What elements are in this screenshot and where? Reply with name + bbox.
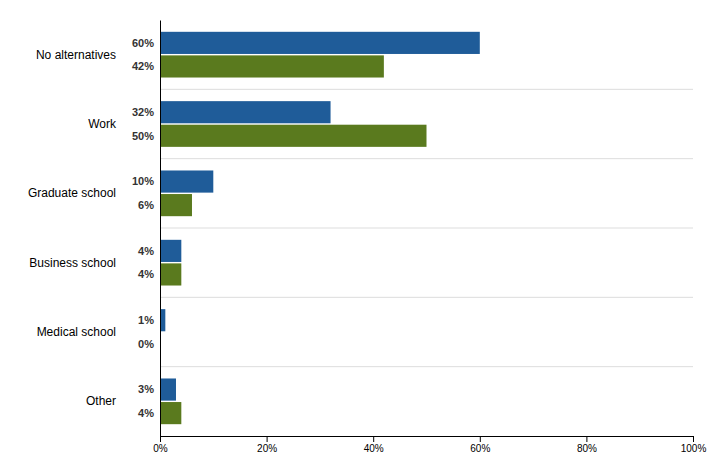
y-axis: No alternatives Work Graduate school Busine… xyxy=(28,21,161,437)
x-tick-label: 100% xyxy=(681,443,707,454)
y-tick-label: Graduate school xyxy=(28,186,116,200)
data-labels: 60% 32% 10% 4% 1% 3% 42% 50% 6% 4% 0% 4% xyxy=(132,37,154,419)
x-tick: 80% xyxy=(577,436,597,454)
y-tick-label: No alternatives xyxy=(36,48,116,62)
bar xyxy=(160,194,192,216)
group-divider xyxy=(160,158,693,159)
y-tick-label: Work xyxy=(88,117,117,131)
bar xyxy=(160,55,384,77)
y-axis-line xyxy=(160,21,161,437)
x-tick: 100% xyxy=(681,436,707,454)
y-tick-label: Other xyxy=(86,394,116,408)
data-label: 1% xyxy=(138,314,154,326)
data-label: 3% xyxy=(138,383,154,395)
data-label: 42% xyxy=(132,60,154,72)
y-tick: Business school xyxy=(29,256,116,270)
x-axis: 0% 20% 40% 60% 80% 100% xyxy=(153,436,706,454)
group-divider xyxy=(160,89,693,90)
x-tick-mark xyxy=(373,436,374,442)
bar xyxy=(160,240,181,262)
data-label: 60% xyxy=(132,37,154,49)
dividers xyxy=(160,89,693,366)
data-label: 0% xyxy=(138,338,154,350)
x-tick-label: 60% xyxy=(470,443,490,454)
y-tick-label: Business school xyxy=(29,256,116,270)
group-divider xyxy=(160,228,693,229)
x-tick: 40% xyxy=(364,436,384,454)
bar xyxy=(160,32,480,54)
data-label: 6% xyxy=(138,199,154,211)
bar xyxy=(160,125,427,147)
x-tick-mark xyxy=(586,436,587,442)
group-divider xyxy=(160,297,693,298)
bar xyxy=(160,170,213,192)
group-divider xyxy=(160,366,693,367)
x-tick: 20% xyxy=(257,436,277,454)
y-tick: Work xyxy=(88,117,117,131)
data-label: 32% xyxy=(132,106,154,118)
bar xyxy=(160,263,181,285)
y-tick: No alternatives xyxy=(36,48,116,62)
x-tick-mark xyxy=(267,436,268,442)
x-tick-mark xyxy=(480,436,481,442)
chart: 60% 32% 10% 4% 1% 3% 42% 50% 6% 4% 0% 4% 0% 20% 40% 60%… xyxy=(0,0,723,476)
x-tick-label: 20% xyxy=(257,443,277,454)
data-label: 10% xyxy=(132,175,154,187)
bars xyxy=(160,32,480,424)
x-axis-line xyxy=(161,436,694,437)
x-tick: 60% xyxy=(470,436,490,454)
data-label: 4% xyxy=(138,268,154,280)
bar xyxy=(160,402,181,424)
x-tick-mark xyxy=(693,436,694,442)
plot: 60% 32% 10% 4% 1% 3% 42% 50% 6% 4% 0% 4% 0% 20% 40% 60%… xyxy=(28,21,706,455)
x-tick-label: 40% xyxy=(364,443,384,454)
x-tick-label: 0% xyxy=(153,443,168,454)
bar xyxy=(160,101,331,123)
data-label: 4% xyxy=(138,407,154,419)
y-tick: Medical school xyxy=(37,325,116,339)
y-tick: Other xyxy=(86,394,116,408)
data-label: 50% xyxy=(132,130,154,142)
bar xyxy=(160,378,176,400)
data-label: 4% xyxy=(138,245,154,257)
x-tick: 0% xyxy=(153,436,168,454)
x-tick-mark xyxy=(160,436,161,442)
y-tick: Graduate school xyxy=(28,186,116,200)
y-tick-label: Medical school xyxy=(37,325,116,339)
x-tick-label: 80% xyxy=(577,443,597,454)
